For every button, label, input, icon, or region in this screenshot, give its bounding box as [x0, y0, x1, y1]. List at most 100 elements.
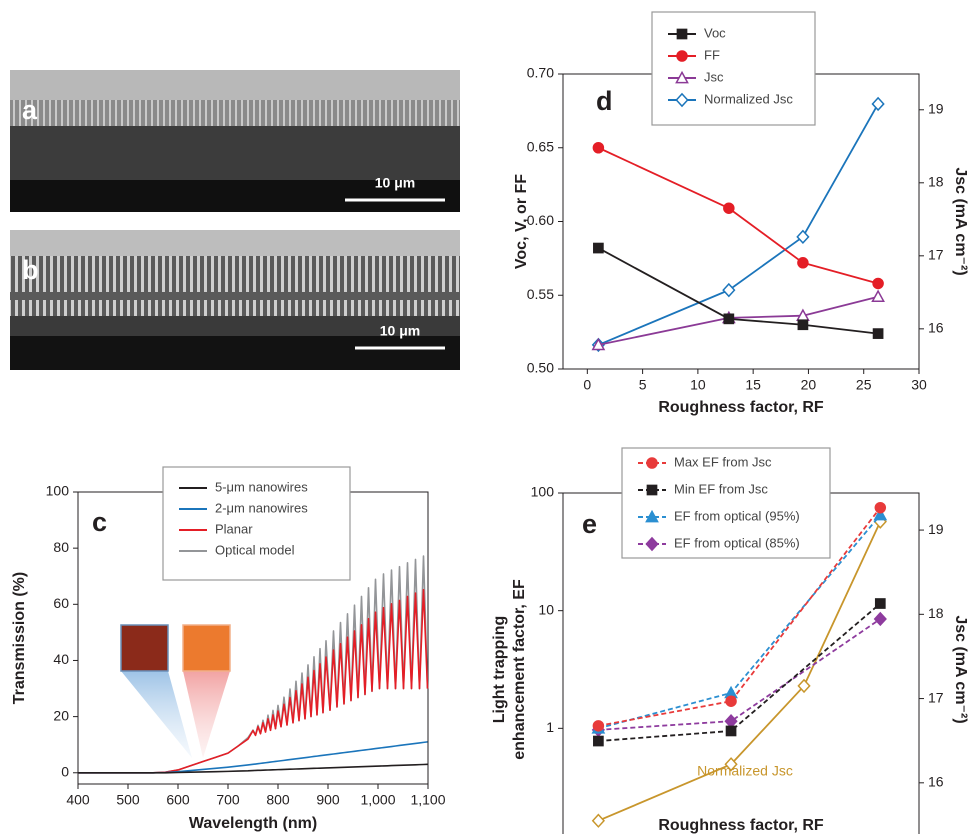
y2-tick-label: 17	[928, 689, 944, 705]
x-tick-label: 0	[583, 377, 591, 393]
series-line	[598, 103, 879, 346]
data-point	[722, 282, 736, 298]
y-axis-label: Light trapping	[491, 616, 508, 724]
y2-tick-label: 19	[928, 521, 944, 537]
data-point	[797, 319, 809, 331]
y2-axis-label: Jsc (mA cm⁻²)	[952, 167, 969, 275]
x-axis-label: Wavelength (nm)	[189, 815, 317, 832]
data-point	[873, 611, 887, 627]
data-point	[723, 313, 735, 325]
y-tick-label: 0.70	[527, 65, 554, 81]
y2-tick-label: 19	[928, 100, 944, 116]
y-axis-label: Transmission (%)	[11, 572, 28, 704]
series-line	[78, 741, 428, 774]
data-point	[797, 257, 809, 269]
y-tick-label: 0.60	[527, 212, 554, 228]
panel-label: e	[582, 509, 597, 539]
legend-label: Min EF from Jsc	[674, 481, 768, 496]
series-line	[78, 763, 428, 774]
y-axis-label: enhancement factor, EF	[511, 579, 528, 760]
data-point	[871, 96, 885, 112]
y2-axis-label: Jsc (mA cm⁻²)	[952, 615, 969, 723]
data-point	[873, 507, 888, 521]
legend-label: EF from optical (95%)	[674, 508, 800, 523]
legend-marker	[676, 28, 688, 40]
legend-marker	[676, 50, 688, 62]
data-point	[723, 202, 735, 214]
data-point	[874, 501, 887, 514]
data-point	[592, 142, 605, 154]
data-point	[724, 757, 738, 772]
x-tick-label: 600	[166, 792, 190, 808]
legend-label: Normalized Jsc	[704, 91, 793, 106]
data-point	[725, 695, 737, 707]
series-line	[598, 146, 879, 285]
series-line	[598, 602, 881, 742]
sem-image-b	[10, 230, 460, 370]
y-tick-label: 0.65	[527, 138, 554, 154]
scale-bar-label: 10 μm	[380, 323, 420, 339]
x-tick-label: 5	[639, 377, 647, 393]
data-point	[797, 678, 811, 694]
y-tick-label: 0.50	[527, 360, 554, 376]
data-point	[591, 337, 606, 351]
y2-tick-label: 17	[928, 247, 944, 263]
legend-marker	[675, 70, 689, 84]
legend-marker	[645, 509, 659, 523]
x-tick-label: 15	[745, 377, 761, 393]
x-tick-label: 700	[216, 792, 240, 808]
legend-label: Max EF from Jsc	[674, 454, 772, 469]
y-tick-label: 0	[61, 763, 69, 779]
x-tick-label: 10	[690, 377, 706, 393]
data-point	[593, 242, 604, 254]
sem-image-a	[10, 70, 460, 212]
y-tick-label: 80	[53, 539, 69, 555]
scale-bar-label: 10 μm	[375, 175, 415, 191]
y-tick-label: 60	[53, 595, 69, 611]
x-tick-label: 30	[911, 377, 927, 393]
x-tick-label: 500	[116, 792, 140, 808]
legend-label: 2-μm nanowires	[215, 500, 308, 515]
y-tick-label: 0.55	[527, 286, 554, 302]
y-tick-label: 100	[46, 483, 70, 499]
data-point	[592, 720, 605, 732]
legend-label: FF	[704, 47, 720, 62]
legend-label: Jsc	[704, 69, 724, 84]
panel-label: c	[92, 507, 107, 537]
series-line	[598, 507, 882, 727]
legend-label: Voc	[704, 25, 726, 40]
legend-box	[162, 466, 351, 581]
y-tick-label: 10	[538, 601, 554, 617]
data-point	[724, 713, 738, 729]
legend-label: EF from optical (85%)	[674, 535, 800, 550]
data-point	[593, 735, 604, 747]
data-point	[796, 229, 810, 245]
y-axis-label: Voc, V, or FF	[513, 174, 530, 269]
annotation: Normalized Jsc	[697, 763, 793, 779]
y2-tick-label: 18	[928, 605, 944, 621]
x-axis-label: Roughness factor, RF	[658, 817, 824, 834]
legend-box	[651, 11, 816, 126]
series-line	[598, 521, 882, 822]
data-point	[872, 277, 884, 290]
panel-label: d	[596, 86, 613, 116]
series-line	[597, 247, 879, 335]
data-point	[871, 289, 885, 303]
series-line	[78, 588, 429, 774]
legend-label: 5-μm nanowires	[215, 479, 308, 494]
legend-marker	[645, 536, 659, 552]
y2-tick-label: 16	[928, 320, 944, 336]
x-tick-label: 800	[266, 792, 290, 808]
legend-marker	[646, 457, 658, 469]
y-tick-label: 1	[546, 719, 554, 735]
x-tick-label: 1,100	[410, 792, 445, 808]
series-line	[598, 618, 881, 731]
x-tick-label: 25	[856, 377, 872, 393]
y2-tick-label: 18	[928, 174, 944, 190]
series-line	[598, 295, 879, 346]
legend-label: Planar	[215, 521, 253, 536]
legend-marker	[675, 92, 689, 108]
x-tick-label: 20	[801, 377, 817, 393]
data-point	[874, 598, 886, 609]
data-point	[872, 328, 884, 339]
